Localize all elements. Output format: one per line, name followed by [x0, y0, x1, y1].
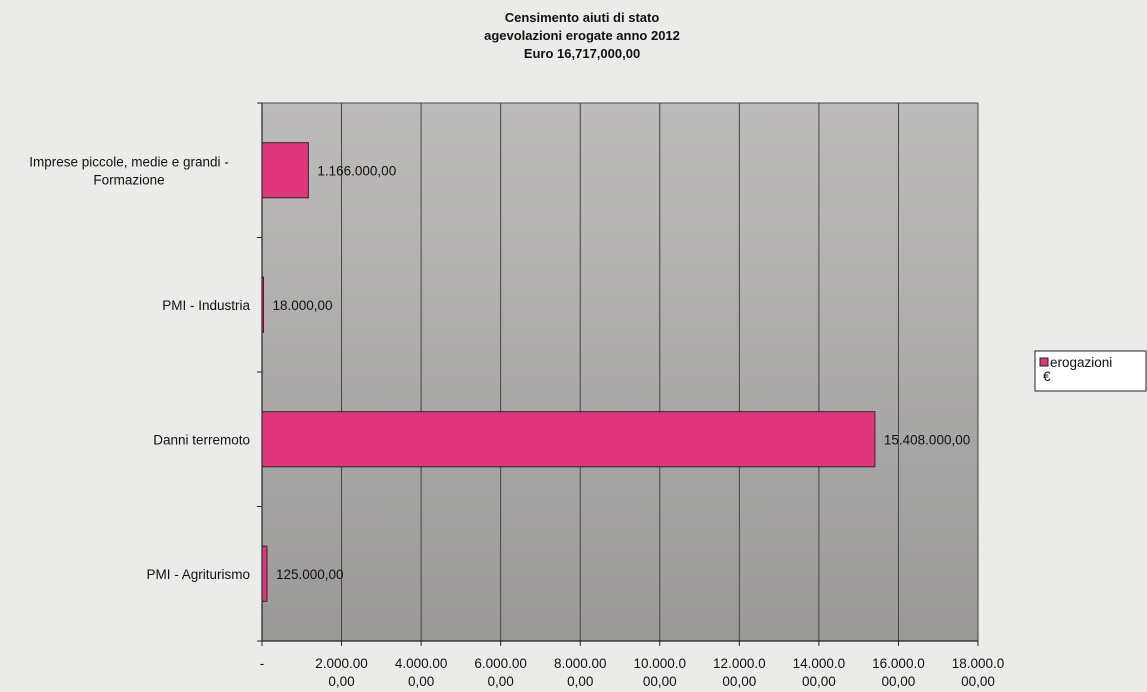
legend: erogazioni €: [1034, 350, 1147, 392]
legend-label: erogazioni €: [1043, 355, 1112, 384]
x-tick-label-line: 0,00: [567, 674, 593, 689]
bars: [261, 142, 876, 602]
x-tick-label: 12.000.0 00,00: [713, 656, 766, 689]
chart-title-line: Censimento aiuti di stato: [505, 10, 660, 25]
data-label: 15.408.000,00: [884, 432, 970, 447]
legend-swatch: [1039, 357, 1049, 367]
x-tick-label-line: 0,00: [408, 674, 434, 689]
x-tick-label-line: 00,00: [961, 674, 995, 689]
x-tick-labels: -2.000.00 0,004.000.00 0,006.000.00 0,008.0…: [260, 656, 1005, 689]
chart-title: Censimento aiuti di stato agevolazioni er…: [484, 10, 680, 61]
bar: [261, 411, 876, 468]
x-tick-label-line: 00,00: [643, 674, 677, 689]
category-label: Danni terremoto: [153, 432, 250, 447]
x-tick-label: 14.000.0 00,00: [793, 656, 846, 689]
x-tick-label-line: 0,00: [488, 674, 514, 689]
chart-title-line: agevolazioni erogate anno 2012: [484, 28, 680, 43]
x-tick-label: 6.000.00 0,00: [474, 656, 527, 689]
x-tick-label-line: 00,00: [802, 674, 836, 689]
x-tick-label: 4.000.00 0,00: [395, 656, 448, 689]
category-label: PMI - Agriturismo: [146, 567, 250, 582]
x-tick-label: 2.000.00 0,00: [315, 656, 368, 689]
category-label: PMI - Industria: [162, 298, 250, 313]
category-labels: Imprese piccole, medie e grandi - Formazi…: [29, 154, 250, 582]
data-label: 18.000,00: [273, 298, 333, 313]
x-tick-label-line: 6.000.00: [474, 656, 527, 671]
x-tick-label: 16.000.0 00,00: [872, 656, 925, 689]
category-label-line: PMI - Industria: [162, 298, 250, 313]
bar: [261, 276, 264, 333]
grid-lines: [262, 102, 979, 641]
chart-title-line: Euro 16,717,000,00: [524, 46, 640, 61]
x-tick-label-line: 8.000.00: [554, 656, 607, 671]
data-label: 1.166.000,00: [317, 163, 396, 178]
category-label-line: Imprese piccole, medie e grandi -: [29, 154, 229, 169]
data-label: 125.000,00: [276, 567, 344, 582]
x-tick-label-line: 0,00: [328, 674, 354, 689]
category-label-line: Danni terremoto: [153, 432, 250, 447]
x-tick-label-line: 12.000.0: [713, 656, 766, 671]
category-label-line: PMI - Agriturismo: [146, 567, 250, 582]
bar: [261, 142, 309, 199]
data-labels: 1.166.000,00 18.000,00 15.408.000,00 125.00…: [273, 163, 971, 582]
x-tick-label: -: [260, 656, 265, 671]
plot-area: [262, 103, 978, 641]
x-tick-label-line: 14.000.0: [793, 656, 846, 671]
bar: [261, 545, 268, 602]
legend-label-line: erogazioni: [1050, 355, 1112, 370]
x-tick-label-line: -: [260, 656, 265, 671]
x-tick-label-line: 10.000.0: [633, 656, 686, 671]
x-tick-label-line: 2.000.00: [315, 656, 368, 671]
legend-box: [1034, 350, 1147, 392]
x-tick-label: 18.000.0 00,00: [952, 656, 1005, 689]
x-tick-label-line: 16.000.0: [872, 656, 925, 671]
x-tick-label-line: 00,00: [722, 674, 756, 689]
x-tick-label-line: 00,00: [882, 674, 916, 689]
category-label-line: Formazione: [93, 172, 164, 187]
category-label: Imprese piccole, medie e grandi - Formazi…: [29, 154, 229, 187]
x-tick-label-line: 18.000.0: [952, 656, 1005, 671]
x-tick-label: 8.000.00 0,00: [554, 656, 607, 689]
x-tick-label: 10.000.0 00,00: [633, 656, 686, 689]
legend-label-line: €: [1043, 369, 1051, 384]
x-tick-label-line: 4.000.00: [395, 656, 448, 671]
